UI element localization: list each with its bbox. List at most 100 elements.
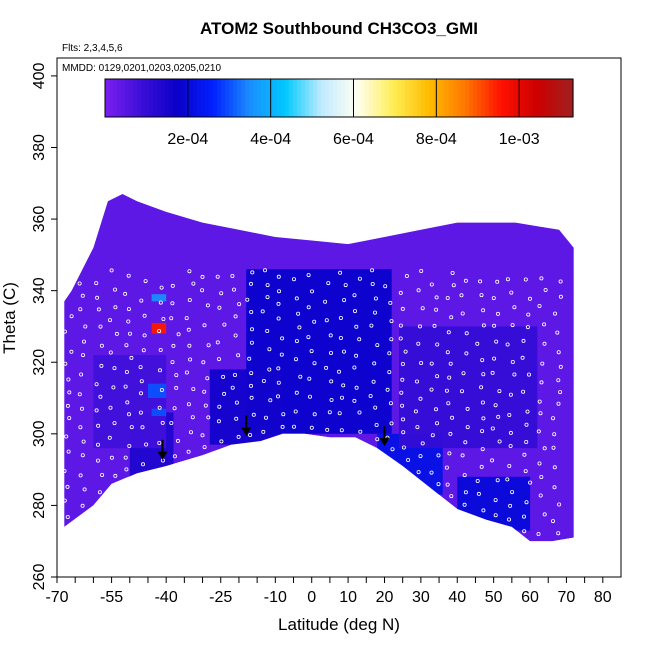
sample-point	[385, 387, 390, 392]
sample-point	[475, 341, 480, 346]
sample-point	[539, 276, 544, 281]
sample-point	[414, 379, 419, 384]
sample-point	[357, 337, 362, 342]
colorbar-cell	[241, 79, 246, 117]
colorbar-cell	[337, 79, 342, 117]
colorbar-cell	[553, 79, 558, 117]
sample-point	[140, 462, 145, 467]
sample-point	[338, 335, 343, 340]
sample-point	[352, 293, 357, 298]
colorbar-cell	[561, 79, 566, 117]
sample-point	[312, 361, 317, 366]
sample-point	[429, 361, 434, 366]
arrow-head	[379, 438, 390, 447]
sample-point	[369, 323, 374, 328]
sample-point	[206, 415, 211, 420]
sample-point	[399, 390, 404, 395]
sample-point	[521, 338, 526, 343]
colorbar-cell	[245, 79, 250, 117]
colorbar-cell	[409, 79, 414, 117]
x-tick-label: 30	[412, 589, 430, 606]
x-tick-label: 40	[448, 589, 466, 606]
sample-point	[176, 332, 181, 337]
sample-point	[275, 394, 280, 399]
sample-point	[200, 274, 205, 279]
colorbar-cell	[501, 79, 506, 117]
sample-point	[555, 330, 560, 335]
colorbar-cell	[321, 79, 326, 117]
sample-point	[479, 385, 484, 390]
sample-point	[233, 333, 238, 338]
sample-point	[432, 323, 437, 328]
sample-point	[236, 353, 241, 358]
sample-point	[309, 289, 314, 294]
sample-point	[512, 372, 517, 377]
sample-point	[309, 425, 314, 430]
sample-point	[418, 396, 423, 401]
sample-point	[476, 491, 481, 496]
colorbar-cell	[485, 79, 490, 117]
sample-point	[279, 352, 284, 357]
field-region	[151, 294, 167, 302]
colorbar-cell	[201, 79, 206, 117]
sample-point	[372, 310, 377, 315]
sample-point	[174, 373, 179, 378]
sample-point	[446, 330, 451, 335]
sample-point	[219, 439, 224, 444]
sample-point	[186, 402, 191, 407]
sample-point	[280, 424, 285, 429]
plot-frame	[56, 57, 622, 578]
sample-point	[127, 443, 132, 448]
sample-point	[463, 490, 468, 495]
colorbar-cell	[289, 79, 294, 117]
sample-point	[127, 412, 132, 417]
sample-point	[451, 283, 456, 288]
sample-point	[328, 350, 333, 355]
sample-point	[558, 279, 563, 284]
sample-point	[537, 461, 542, 466]
sample-point	[552, 465, 557, 470]
colorbar-cell	[481, 79, 486, 117]
sample-point	[249, 371, 254, 376]
sample-point	[462, 473, 467, 478]
sample-point	[526, 312, 531, 317]
sample-point	[492, 356, 497, 361]
sample-point	[81, 439, 86, 444]
sample-point	[406, 457, 411, 462]
colorbar-cell	[221, 79, 226, 117]
sample-point	[435, 342, 440, 347]
colorbar-cell	[521, 79, 526, 117]
sample-point	[524, 422, 529, 427]
sample-point	[419, 268, 424, 273]
sample-point	[175, 438, 180, 443]
sample-point	[247, 356, 252, 361]
sample-point	[205, 376, 210, 381]
colorbar-cell	[373, 79, 378, 117]
colorbar-gradient	[105, 79, 574, 117]
colorbar-cell	[465, 79, 470, 117]
sample-point	[558, 364, 563, 369]
sample-point	[99, 363, 104, 368]
colorbar-cell	[149, 79, 154, 117]
sample-point	[230, 385, 235, 390]
sample-point	[66, 449, 71, 454]
sample-point	[306, 273, 311, 278]
sample-point	[139, 379, 144, 384]
sample-point	[221, 374, 226, 379]
sample-point	[126, 307, 131, 312]
arrow-head	[241, 427, 252, 436]
sample-point	[157, 440, 162, 445]
sample-point	[203, 403, 208, 408]
colorbar-tick-label: 1e-03	[499, 131, 540, 148]
colorbar-cell	[297, 79, 302, 117]
x-axis: -70 -55 -40 -25 -10 0 10 20 30 40 50 60 70 80	[45, 577, 612, 606]
sample-point	[187, 297, 192, 302]
colorbar-cell	[353, 79, 358, 117]
colorbar-cell	[185, 79, 190, 117]
colorbar-cell	[193, 79, 198, 117]
sample-point	[206, 343, 211, 348]
colorbar-cell	[249, 79, 254, 117]
colorbar-cell	[301, 79, 306, 117]
colorbar-cell	[277, 79, 282, 117]
sample-point	[65, 484, 70, 489]
